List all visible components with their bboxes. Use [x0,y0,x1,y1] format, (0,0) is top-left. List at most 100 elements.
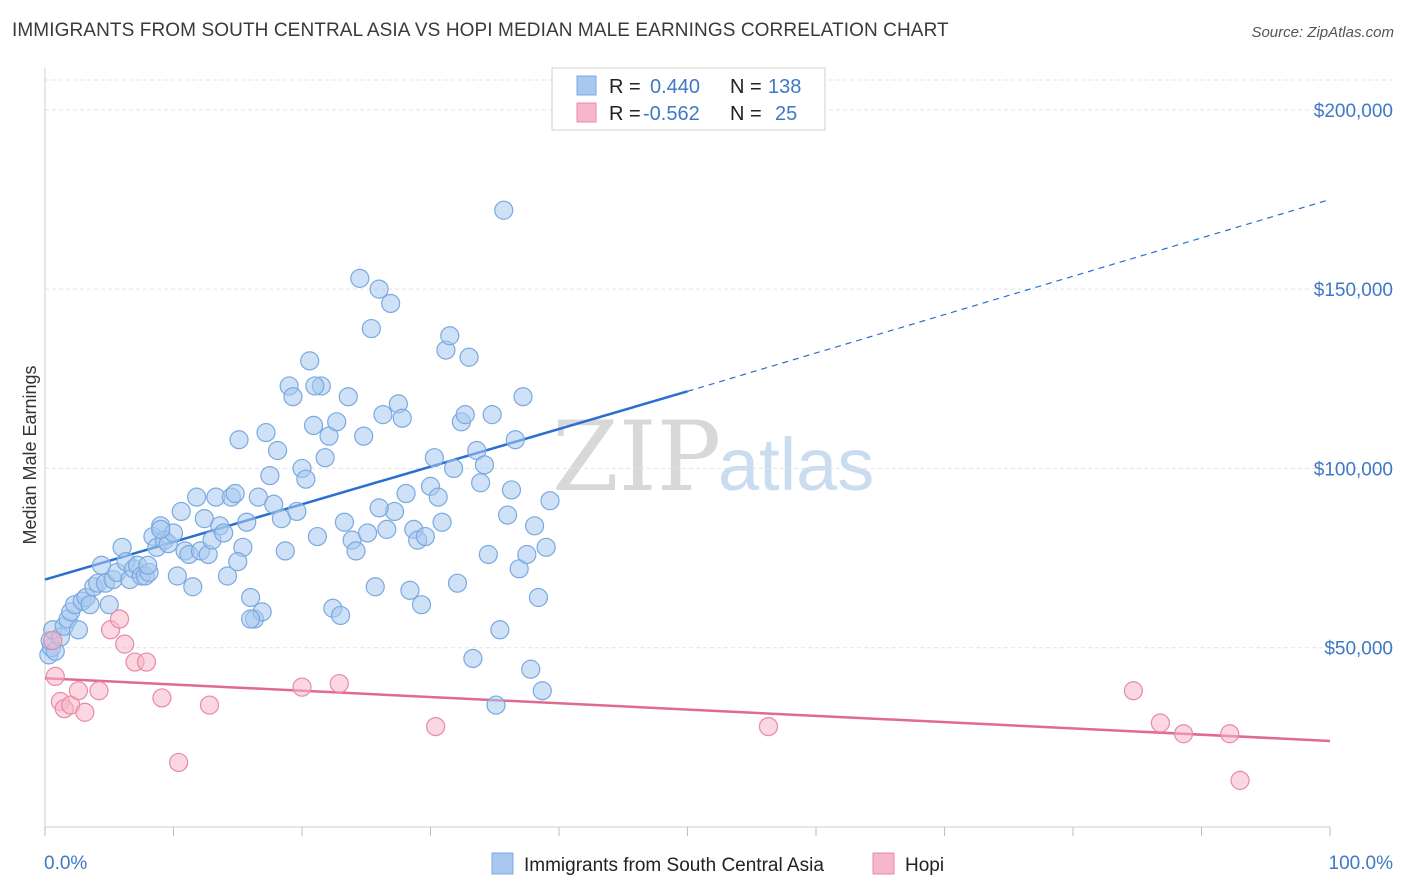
legend-top: R = 0.440 N = 138 R = -0.562 N = 25 [551,67,826,131]
watermark-atlas: atlas [718,423,874,506]
legend-bottom-label-2: Hopi [905,855,944,876]
legend-bottom-label-1: Immigrants from South Central Asia [524,855,824,876]
point-south-central-asia [415,526,435,547]
point-south-central-asia [225,483,245,504]
point-south-central-asia [400,580,420,600]
point-south-central-asia [365,577,385,597]
point-hopi [109,609,130,629]
point-south-central-asia [478,544,498,565]
legend-n-label-2: N = [730,103,762,125]
point-south-central-asia [463,648,483,669]
point-south-central-asia [392,408,412,428]
point-south-central-asia [505,430,525,450]
y-tick-label: $100,000 [1314,459,1393,480]
point-south-central-asia [214,523,234,543]
legend-r-value-2: -0.562 [643,103,700,125]
point-south-central-asia [99,595,119,615]
point-south-central-asia [369,279,389,299]
grid-lines [45,79,1395,649]
point-south-central-asia [68,620,89,640]
point-hopi [1230,770,1250,790]
point-south-central-asia [536,537,556,557]
point-south-central-asia [256,422,276,443]
legend-bottom-swatch-pink [872,852,895,875]
point-south-central-asia [381,293,401,314]
legend-bottom-swatch-blue [491,852,514,875]
y-tick-label: $200,000 [1314,101,1393,122]
point-hopi [68,681,89,701]
chart-title: IMMIGRANTS FROM SOUTH CENTRAL ASIA VS HO… [12,20,949,41]
point-hopi [45,666,65,687]
point-south-central-asia [287,501,307,522]
y-axis-label: Median Male Earnings [20,365,40,544]
tick-labels: $50,000 $100,000 $150,000 $200,000 0.0% 100.0… [44,101,1393,874]
point-south-central-asia [300,351,320,371]
point-south-central-asia [296,469,316,489]
legend-n-label-1: N = [730,76,762,98]
point-south-central-asia [267,440,288,461]
point-south-central-asia [432,512,452,532]
source-label: Source: ZipAtlas.com [1251,24,1394,41]
point-south-central-asia [428,487,448,507]
point-south-central-asia [455,405,475,425]
trend-line-extension [687,198,1331,392]
point-south-central-asia [171,501,191,522]
point-south-central-asia [91,555,112,575]
point-south-central-asia [187,487,207,507]
point-south-central-asia [315,448,335,468]
trend-line-hopi [44,676,1331,743]
legend-swatch-pink [576,102,597,123]
x-tick-label-min: 0.0% [44,853,87,874]
point-south-central-asia [377,519,397,539]
point-hopi [1173,724,1194,744]
point-south-central-asia [194,509,214,529]
point-south-central-asia [396,483,416,504]
point-south-central-asia [283,387,303,407]
point-south-central-asia [241,587,261,608]
watermark-zip: ZIP [552,401,721,513]
x-tick-label-max: 100.0% [1329,853,1394,874]
point-south-central-asia [369,498,389,518]
point-south-central-asia [228,552,248,572]
point-south-central-asia [354,426,374,446]
point-south-central-asia [540,491,560,511]
point-south-central-asia [498,505,518,525]
point-south-central-asia [80,595,100,615]
point-south-central-asia [474,455,495,475]
point-south-central-asia [517,544,537,565]
point-south-central-asia [305,376,325,396]
point-south-central-asia [521,659,541,679]
point-south-central-asia [373,405,393,425]
point-south-central-asia [330,605,351,626]
point-south-central-asia [138,555,158,575]
point-hopi [89,681,109,701]
point-south-central-asia [424,448,444,468]
point-south-central-asia [275,541,295,561]
point-south-central-asia [217,566,238,586]
axes [44,68,1331,836]
legend-r-label-2: R = [609,103,641,125]
legend-r-label-1: R = [609,76,641,98]
point-south-central-asia [260,466,280,486]
point-hopi [292,677,312,697]
y-tick-label: $50,000 [1324,639,1393,660]
point-south-central-asia [490,620,510,640]
point-south-central-asia [183,577,203,597]
point-south-central-asia [440,326,460,346]
point-south-central-asia [334,512,355,532]
point-hopi [169,752,189,773]
point-south-central-asia [411,595,432,615]
point-south-central-asia [248,487,268,507]
point-south-central-asia [307,526,328,547]
point-south-central-asia [444,458,464,479]
point-south-central-asia [350,268,370,288]
point-hopi [1150,713,1170,733]
point-south-central-asia [327,412,347,432]
legend-n-value-2: 25 [775,103,797,125]
point-hopi [199,695,220,715]
legend-r-value-1: 0.440 [650,76,700,98]
point-hopi [136,652,157,672]
point-hopi [426,716,446,737]
point-hopi [1123,681,1143,701]
point-south-central-asia [338,387,358,407]
